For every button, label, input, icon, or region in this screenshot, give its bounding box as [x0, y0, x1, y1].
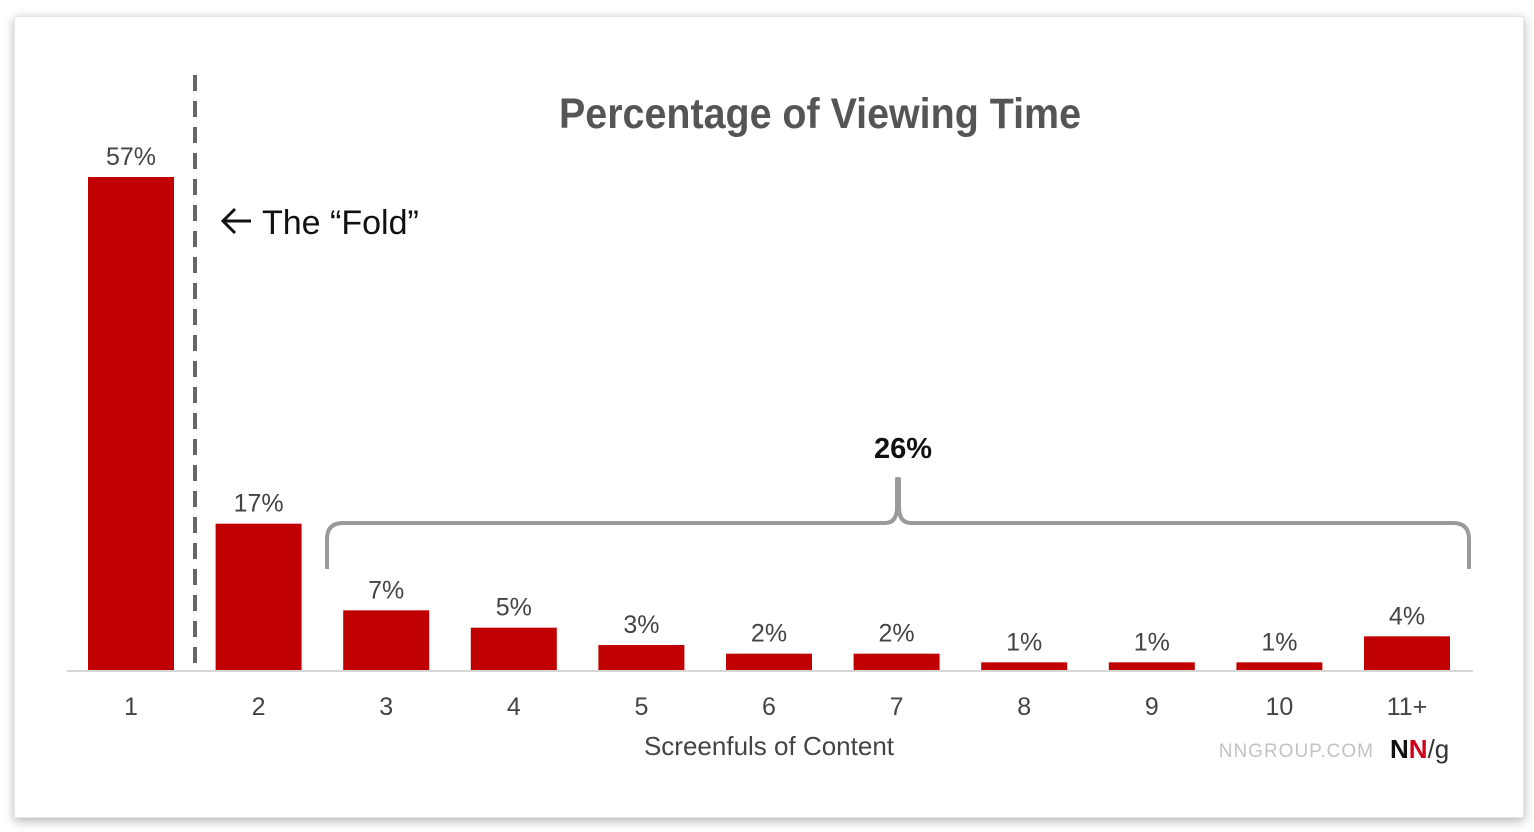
bar-7 — [853, 653, 940, 671]
bar-8 — [981, 662, 1068, 671]
value-label-3: 7% — [368, 576, 404, 604]
category-label-1: 1 — [124, 693, 138, 721]
category-label-6: 6 — [762, 693, 776, 721]
category-label-2: 2 — [252, 693, 266, 721]
bar-9 — [1108, 662, 1195, 671]
chart-canvas: Percentage of Viewing Time 57% 1 17% 2 7% 3 5%… — [67, 75, 1473, 764]
value-label-7: 2% — [879, 620, 915, 648]
value-label-5: 3% — [623, 611, 659, 639]
category-label-7: 7 — [890, 693, 904, 721]
bars-layer: 57% 1 17% 2 7% 3 5% 4 3% 5 2% 6 2% 7 1% 8 1% 9 1% 10 4% 11+ — [88, 143, 1450, 721]
fold-arrow-icon — [220, 207, 251, 235]
logo-letter-n1: N — [1390, 734, 1409, 764]
brand-site-label: NNGROUP.COM — [1219, 741, 1374, 762]
category-label-4: 4 — [507, 693, 521, 721]
nng-logo-icon: NN/g — [1390, 734, 1449, 764]
chart-title: Percentage of Viewing Time — [559, 90, 1081, 138]
value-label-10: 1% — [1261, 628, 1297, 656]
value-label-6: 2% — [751, 620, 787, 648]
category-label-10: 10 — [1265, 693, 1293, 721]
bar-5 — [598, 645, 685, 671]
category-label-3: 3 — [379, 693, 393, 721]
value-label-8: 1% — [1006, 628, 1042, 656]
category-label-11: 11+ — [1387, 693, 1428, 721]
logo-letter-g: /g — [1428, 734, 1450, 764]
category-label-5: 5 — [634, 693, 648, 721]
bar-4 — [470, 627, 557, 671]
bar-2 — [215, 523, 302, 671]
category-label-9: 9 — [1145, 693, 1159, 721]
bar-1 — [88, 177, 174, 671]
fold-label: The “Fold” — [262, 204, 419, 242]
bar-11 — [1364, 636, 1450, 671]
chart-card: Percentage of Viewing Time 57% 1 17% 2 7% 3 5%… — [14, 16, 1524, 818]
logo-letter-n2: N — [1409, 734, 1428, 764]
category-label-8: 8 — [1017, 693, 1031, 721]
value-label-4: 5% — [496, 594, 532, 622]
bracket — [325, 477, 1471, 569]
value-label-9: 1% — [1134, 628, 1170, 656]
bar-3 — [343, 610, 430, 671]
value-label-1: 57% — [106, 143, 156, 171]
bar-6 — [726, 653, 812, 671]
bar-10 — [1236, 662, 1323, 671]
bracket-total-label: 26% — [874, 433, 932, 465]
value-label-11: 4% — [1389, 602, 1425, 630]
x-axis-label: Screenfuls of Content — [644, 731, 895, 761]
value-label-2: 17% — [234, 490, 284, 518]
